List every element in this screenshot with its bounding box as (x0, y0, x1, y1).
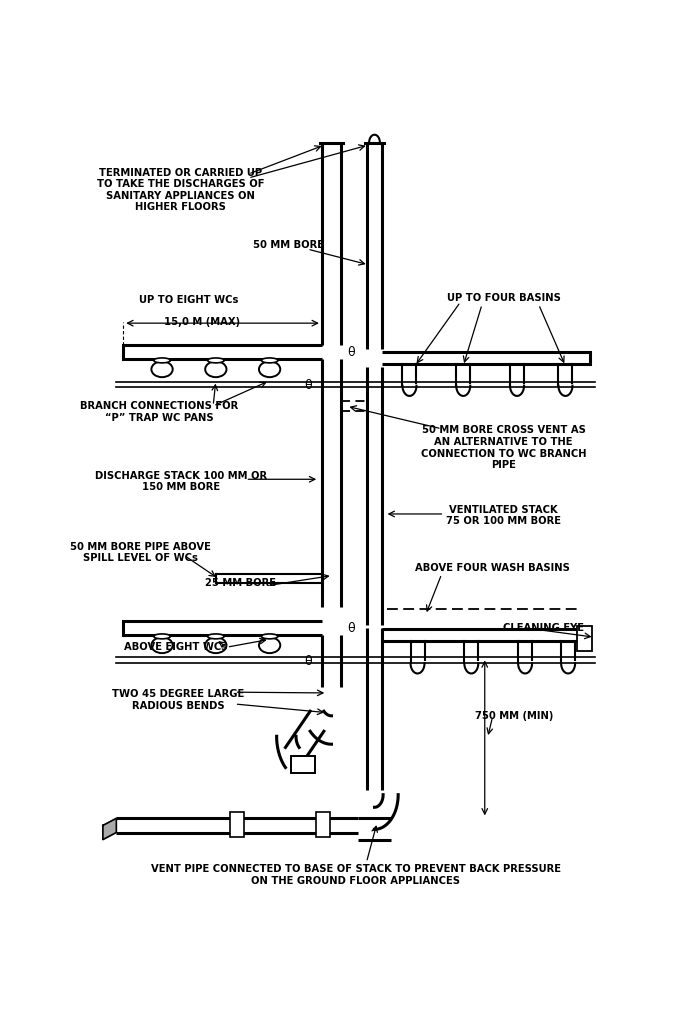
Text: 750 MM (MIN): 750 MM (MIN) (475, 711, 554, 721)
Text: VENT PIPE CONNECTED TO BASE OF STACK TO PREVENT BACK PRESSURE
ON THE GROUND FLOO: VENT PIPE CONNECTED TO BASE OF STACK TO … (151, 864, 561, 886)
Text: 25 MM BORE: 25 MM BORE (205, 579, 276, 589)
Text: BRANCH CONNECTIONS FOR
“P” TRAP WC PANS: BRANCH CONNECTIONS FOR “P” TRAP WC PANS (81, 401, 239, 423)
Text: 50 MM BORE PIPE ABOVE
SPILL LEVEL OF WCs: 50 MM BORE PIPE ABOVE SPILL LEVEL OF WCs (70, 542, 211, 563)
Bar (577, 626, 592, 651)
Text: 50 MM BORE CROSS VENT AS
AN ALTERNATIVE TO THE
CONNECTION TO WC BRANCH
PIPE: 50 MM BORE CROSS VENT AS AN ALTERNATIVE … (421, 425, 586, 470)
Text: UP TO EIGHT WCs: UP TO EIGHT WCs (139, 295, 239, 305)
Bar (291, 756, 315, 773)
Ellipse shape (259, 361, 280, 377)
Text: ABOVE FOUR WASH BASINS: ABOVE FOUR WASH BASINS (416, 563, 570, 573)
Text: ABOVE EIGHT WCs: ABOVE EIGHT WCs (124, 642, 227, 652)
Text: θ: θ (347, 346, 355, 358)
Ellipse shape (154, 634, 170, 639)
Ellipse shape (259, 637, 280, 653)
Ellipse shape (151, 361, 173, 377)
Ellipse shape (208, 634, 224, 639)
Ellipse shape (151, 637, 173, 653)
Text: DISCHARGE STACK 100 MM OR
150 MM BORE: DISCHARGE STACK 100 MM OR 150 MM BORE (95, 471, 267, 493)
Ellipse shape (208, 358, 224, 362)
Text: TWO 45 DEGREE LARGE
RADIOUS BENDS: TWO 45 DEGREE LARGE RADIOUS BENDS (112, 689, 244, 711)
Ellipse shape (205, 637, 226, 653)
Text: TERMINATED OR CARRIED UP
TO TAKE THE DISCHARGES OF
SANITARY APPLIANCES ON
HIGHER: TERMINATED OR CARRIED UP TO TAKE THE DIS… (97, 168, 264, 212)
Ellipse shape (262, 634, 278, 639)
Text: CLEANING EYE: CLEANING EYE (503, 623, 584, 633)
Text: 50 MM BORE: 50 MM BORE (253, 240, 324, 250)
Polygon shape (103, 818, 117, 840)
Bar (230, 812, 244, 838)
Text: UP TO FOUR BASINS: UP TO FOUR BASINS (447, 293, 561, 303)
Ellipse shape (262, 358, 278, 362)
Text: θ: θ (305, 379, 312, 392)
Text: 15,0 M (MAX): 15,0 M (MAX) (164, 316, 240, 327)
Text: θ: θ (347, 622, 355, 635)
Text: VENTILATED STACK
75 OR 100 MM BORE: VENTILATED STACK 75 OR 100 MM BORE (446, 505, 561, 526)
Ellipse shape (205, 361, 226, 377)
Bar (316, 812, 330, 838)
Ellipse shape (154, 358, 170, 362)
Text: θ: θ (305, 655, 312, 668)
